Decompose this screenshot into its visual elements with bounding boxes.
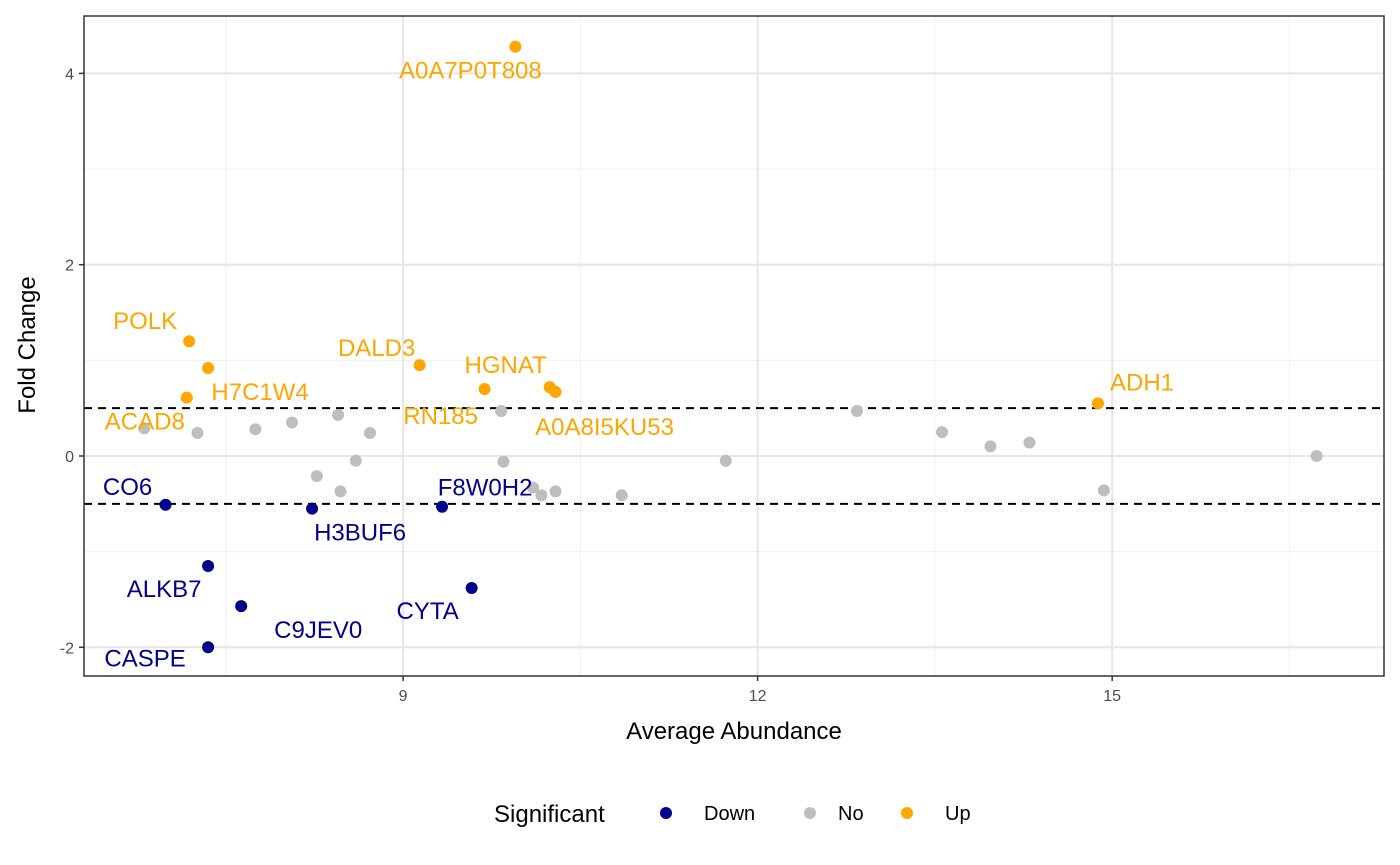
x-axis-title: Average Abundance xyxy=(626,718,842,745)
point-label: H3BUF6 xyxy=(314,520,406,547)
legend-title: Significant xyxy=(494,801,605,828)
plot-border xyxy=(83,15,1385,677)
point-label: F8W0H2 xyxy=(438,475,533,502)
data-point-no xyxy=(615,489,628,502)
point-label: ADH1 xyxy=(1110,369,1174,396)
data-point-no xyxy=(495,405,508,418)
point-label: RN185 xyxy=(403,403,478,430)
y-tick-label: 0 xyxy=(65,449,74,466)
data-point-up xyxy=(478,383,491,396)
y-axis: -2 0 2 4 xyxy=(60,66,84,657)
data-point-no xyxy=(191,427,204,440)
legend-key-up xyxy=(901,807,913,819)
data-point-no xyxy=(334,485,347,498)
data-point-down xyxy=(235,600,248,613)
data-point-no xyxy=(249,423,262,436)
panel-border-rect xyxy=(83,15,1385,677)
data-point-no xyxy=(850,405,863,418)
point-label: HGNAT xyxy=(465,352,548,379)
panel-background xyxy=(84,16,1384,676)
threshold-lines xyxy=(84,407,1384,505)
point-label: H7C1W4 xyxy=(211,379,308,406)
data-point-no xyxy=(549,485,562,498)
data-point-no xyxy=(310,470,323,483)
data-points xyxy=(138,40,1323,654)
point-label: CASPE xyxy=(104,645,185,672)
legend-key-down xyxy=(660,807,672,819)
data-point-up xyxy=(1092,397,1104,410)
data-point-no xyxy=(286,416,298,429)
minor-gridlines xyxy=(84,16,1384,676)
data-point-no xyxy=(527,481,540,494)
legend-label: Up xyxy=(945,803,971,825)
y-tick-label: 2 xyxy=(65,258,74,275)
plot-panel xyxy=(84,16,1384,676)
data-point-no xyxy=(332,408,345,421)
data-point-down xyxy=(202,641,215,654)
data-point-up xyxy=(202,362,215,374)
data-point-no xyxy=(1097,484,1110,497)
x-axis: 9 12 15 xyxy=(399,676,1121,705)
data-point-down xyxy=(202,560,215,572)
data-point-up xyxy=(413,359,426,372)
point-label: CYTA xyxy=(397,598,459,625)
data-point-no xyxy=(364,427,376,440)
point-label: CO6 xyxy=(103,474,152,501)
legend: Significant Down No Up xyxy=(494,801,971,828)
data-point-no xyxy=(936,426,948,439)
data-point-no xyxy=(535,489,548,502)
point-label: ACAD8 xyxy=(105,409,185,436)
data-point-up xyxy=(183,335,196,348)
legend-key-no xyxy=(804,807,816,819)
point-label: C9JEV0 xyxy=(274,617,362,644)
data-point-up xyxy=(180,391,193,404)
x-tick-label: 12 xyxy=(749,688,767,705)
y-tick-label: 4 xyxy=(65,66,74,83)
data-point-up xyxy=(549,385,562,398)
data-point-no xyxy=(349,454,362,467)
data-point-no xyxy=(497,455,510,468)
legend-label: Down xyxy=(704,803,755,825)
data-point-down xyxy=(465,582,478,594)
data-point-up xyxy=(509,40,522,53)
data-point-down xyxy=(159,498,172,511)
data-point-no xyxy=(719,454,732,467)
data-point-no xyxy=(138,422,151,435)
point-label: DALD3 xyxy=(338,335,415,362)
data-point-down xyxy=(306,502,319,515)
data-point-down xyxy=(436,500,449,513)
y-tick-label: -2 xyxy=(60,640,74,657)
y-axis-title: Fold Change xyxy=(14,276,41,413)
point-label: POLK xyxy=(113,308,177,335)
point-label: ALKB7 xyxy=(127,576,202,603)
data-point-no xyxy=(1023,436,1036,449)
legend-label: No xyxy=(838,803,864,825)
point-label: A0A8I5KU53 xyxy=(535,414,674,441)
major-gridlines xyxy=(84,16,1384,676)
data-point-no xyxy=(984,440,997,453)
data-point-no xyxy=(1310,450,1323,462)
point-label: A0A7P0T808 xyxy=(399,58,542,85)
x-tick-label: 15 xyxy=(1103,688,1121,705)
x-tick-label: 9 xyxy=(399,688,408,705)
point-labels: A0A7P0T808 POLK H7C1W4 ACAD8 DALD3 HGNAT RN185… xyxy=(103,58,1174,673)
